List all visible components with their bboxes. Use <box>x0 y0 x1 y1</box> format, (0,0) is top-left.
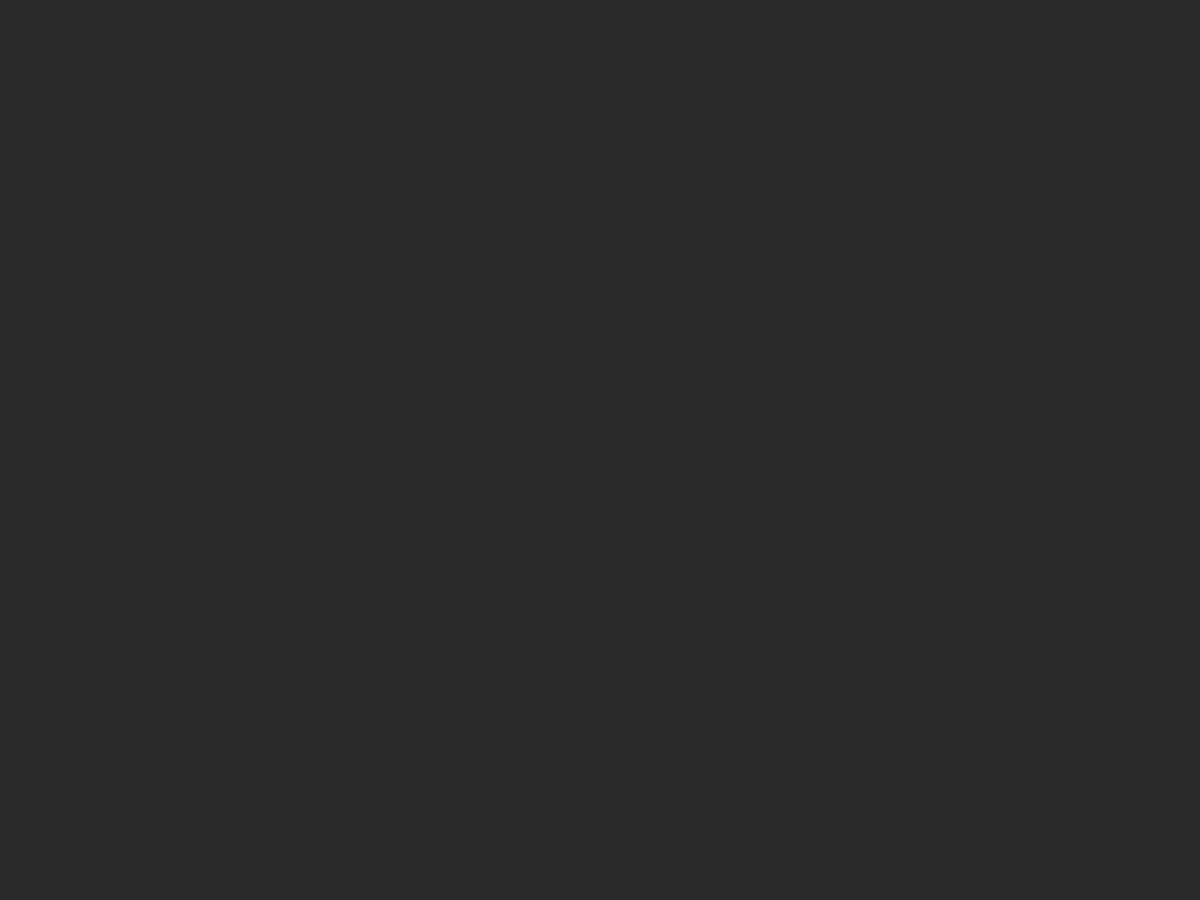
Text: 74.4: 74.4 <box>439 521 480 539</box>
Text: 82.5: 82.5 <box>313 384 353 402</box>
Text: 58.2: 58.2 <box>199 282 239 300</box>
Text: 68.5: 68.5 <box>439 418 479 436</box>
Text: (Round to six decimal places. Do not use scientific: (Round to six decimal places. Do not use… <box>518 826 990 845</box>
Text: 64.4: 64.4 <box>199 384 239 402</box>
Text: War and Peace: War and Peace <box>658 92 814 111</box>
Text: and the Sorcerer’s Stone: and the Sorcerer’s Stone <box>196 92 461 111</box>
Text: by J.K. Rowling, and: by J.K. Rowling, and <box>461 92 658 111</box>
Text: 85.3: 85.3 <box>313 282 353 300</box>
Text: The test statistic F=: The test statistic F= <box>196 760 385 779</box>
Text: 84.6: 84.6 <box>313 453 353 471</box>
Text: 89.2: 89.2 <box>199 453 239 471</box>
Text: 80.2: 80.2 <box>313 418 353 436</box>
Text: 79.5: 79.5 <box>313 350 354 368</box>
Text: 73.6: 73.6 <box>439 658 479 676</box>
Text: 76.3: 76.3 <box>199 521 239 539</box>
Text: Clancy: Clancy <box>199 248 260 266</box>
Text: 65.4: 65.4 <box>439 624 479 642</box>
Text: by Tom Clancy,: by Tom Clancy, <box>804 49 958 68</box>
Text: the claim that the three samples are from populations with the same mean.: the claim that the three samples are fro… <box>196 178 910 197</box>
Text: 84.3: 84.3 <box>313 316 353 334</box>
Text: 64.2: 64.2 <box>439 316 479 334</box>
Text: 76.4: 76.4 <box>199 555 239 573</box>
Text: The P-value is: The P-value is <box>196 826 326 845</box>
Text: 69.4: 69.4 <box>199 624 239 642</box>
Text: 73.1: 73.1 <box>199 350 239 368</box>
Text: 86.2: 86.2 <box>313 590 353 608</box>
Text: by Leo Tolstoy. The Flesch: by Leo Tolstoy. The Flesch <box>814 92 1062 111</box>
Text: 78.6: 78.6 <box>313 555 353 573</box>
Text: The Bear and the Dragon: The Bear and the Dragon <box>539 49 804 68</box>
Text: 72.2: 72.2 <box>439 487 480 505</box>
Text: 69.4: 69.4 <box>439 282 479 300</box>
Text: (Round to four decimal places.): (Round to four decimal places.) <box>552 760 846 779</box>
Text: Part (B) Identify the test statistic and the P-value: Part (B) Identify the test statistic and… <box>196 706 654 725</box>
Text: 58.4: 58.4 <box>439 590 479 608</box>
Text: notation.): notation.) <box>196 874 287 893</box>
Text: 71.6: 71.6 <box>439 384 479 402</box>
Text: Pages were randomly selected from: Pages were randomly selected from <box>196 49 539 68</box>
Text: 72.9: 72.9 <box>199 658 240 676</box>
Text: 51.9: 51.9 <box>439 453 479 471</box>
Text: 72.7: 72.7 <box>199 418 240 436</box>
Text: 83.7: 83.7 <box>313 658 353 676</box>
Text: Reading Ease scores for those pages are listed below. Use a 0.05 significance le: Reading Ease scores for those pages are … <box>196 135 1040 154</box>
Text: 79.2: 79.2 <box>313 487 354 505</box>
Text: 74.0: 74.0 <box>313 624 353 642</box>
Text: Tolstoy: Tolstoy <box>439 248 502 266</box>
Text: 73.4: 73.4 <box>199 316 240 334</box>
Text: 71.4: 71.4 <box>439 350 479 368</box>
Text: 78.9: 78.9 <box>199 590 239 608</box>
Text: 70.9: 70.9 <box>313 521 353 539</box>
Text: Harry Potter: Harry Potter <box>958 49 1091 68</box>
Text: 52.8: 52.8 <box>439 555 479 573</box>
Text: 43.9: 43.9 <box>199 487 240 505</box>
Text: Rowling: Rowling <box>313 248 384 266</box>
